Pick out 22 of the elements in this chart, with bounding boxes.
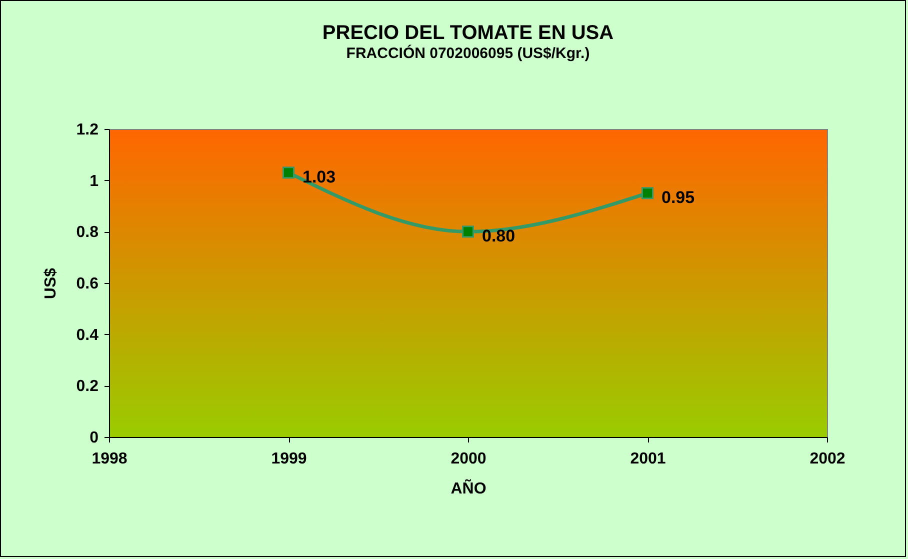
y-axis-title: US$ — [42, 268, 60, 300]
data-label: 1.03 — [302, 168, 336, 187]
x-tick-label: 2002 — [810, 450, 846, 468]
x-axis-title: AÑO — [450, 478, 486, 498]
x-tick-label: 1998 — [92, 450, 128, 468]
point — [462, 226, 474, 238]
chart-title: PRECIO DEL TOMATE EN USA — [322, 22, 614, 44]
y-tick-label: 0.2 — [76, 378, 99, 396]
y-tick-label: 0 — [90, 430, 99, 446]
y-tick-label: 0.4 — [76, 326, 99, 344]
point — [642, 187, 654, 200]
x-tick-label: 2000 — [450, 450, 486, 468]
y-tick-label: 0.6 — [76, 276, 99, 292]
x-tick-label: 2001 — [630, 450, 666, 468]
y-tick-label: 0.8 — [76, 224, 99, 242]
y-tick-label: 1 — [90, 172, 99, 190]
data-label: 0.80 — [482, 226, 516, 246]
point — [282, 166, 294, 179]
x-tick-label: 1999 — [271, 450, 307, 468]
data-label: 0.95 — [662, 188, 695, 208]
chart-subtitle: FRACCIÓN 0702006095 (US$/Kgr.) — [346, 44, 590, 62]
y-tick-label: 1.2 — [76, 122, 99, 138]
